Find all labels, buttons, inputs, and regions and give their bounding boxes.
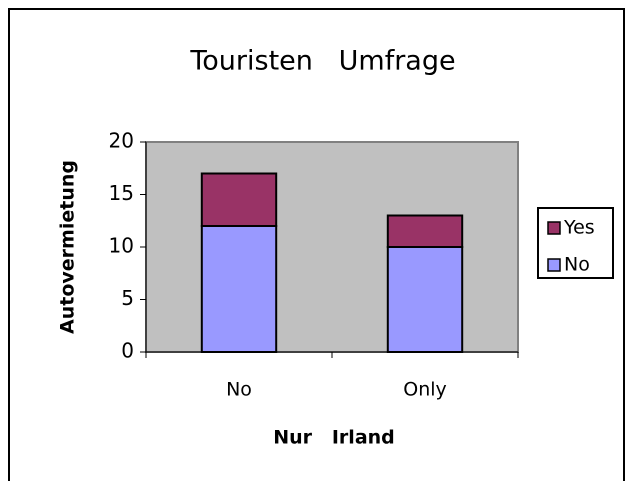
bar-segment <box>200 225 278 353</box>
y-tick-label: 20 <box>109 129 134 153</box>
chart-border <box>8 8 625 481</box>
x-tick-label: No <box>226 379 252 401</box>
y-tick-label: 5 <box>121 286 134 310</box>
bar-segment <box>200 172 278 227</box>
y-axis-label: Autovermietung <box>57 160 79 334</box>
y-tick-label: 10 <box>109 234 134 258</box>
x-tick-label: Only <box>403 379 447 401</box>
chart-title: Touristen Umfrage <box>189 46 455 77</box>
legend-label: Yes <box>563 217 595 239</box>
y-tick-label: 15 <box>109 181 134 205</box>
bar-segment <box>386 246 464 353</box>
legend-swatch <box>547 258 561 272</box>
legend-label: No <box>564 254 590 276</box>
legend-swatch <box>547 221 561 235</box>
x-axis-label: Nur Irland <box>273 427 395 449</box>
bar-segment <box>386 214 464 248</box>
y-tick-label: 0 <box>121 339 134 363</box>
